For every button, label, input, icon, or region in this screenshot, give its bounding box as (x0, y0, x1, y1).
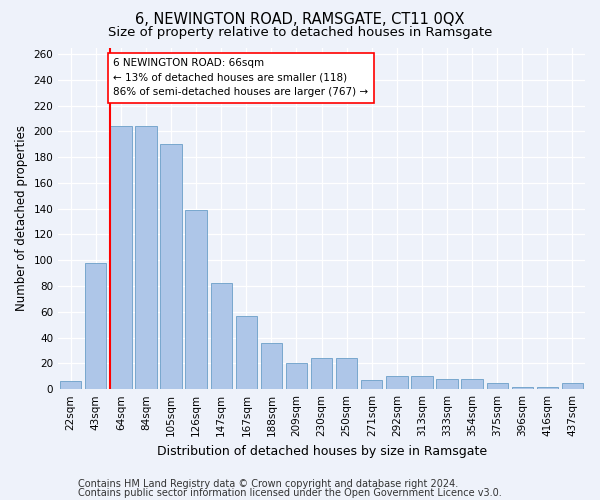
Bar (487, 382, 508, 389)
Bar (411, 376, 433, 389)
Text: Size of property relative to detached houses in Ramsgate: Size of property relative to detached ho… (108, 26, 492, 39)
Y-axis label: Number of detached properties: Number of detached properties (15, 126, 28, 312)
Bar (60, 382, 82, 389)
Bar (386, 376, 407, 389)
Text: 6, NEWINGTON ROAD, RAMSGATE, CT11 0QX: 6, NEWINGTON ROAD, RAMSGATE, CT11 0QX (135, 12, 465, 28)
Bar (136, 126, 157, 389)
Text: Contains public sector information licensed under the Open Government Licence v3: Contains public sector information licen… (78, 488, 502, 498)
Bar (85, 263, 106, 389)
Bar (261, 343, 282, 389)
Bar (211, 284, 232, 389)
Bar (436, 379, 458, 389)
Text: 6 NEWINGTON ROAD: 66sqm
← 13% of detached houses are smaller (118)
86% of semi-d: 6 NEWINGTON ROAD: 66sqm ← 13% of detache… (113, 58, 368, 98)
Bar (336, 358, 358, 389)
Bar (461, 379, 483, 389)
Bar (512, 386, 533, 389)
Bar (537, 386, 558, 389)
Bar (236, 316, 257, 389)
Bar (110, 126, 131, 389)
Text: Contains HM Land Registry data © Crown copyright and database right 2024.: Contains HM Land Registry data © Crown c… (78, 479, 458, 489)
Bar (286, 364, 307, 389)
Bar (562, 382, 583, 389)
Bar (160, 144, 182, 389)
Bar (185, 210, 207, 389)
X-axis label: Distribution of detached houses by size in Ramsgate: Distribution of detached houses by size … (157, 444, 487, 458)
Bar (361, 380, 382, 389)
Bar (311, 358, 332, 389)
